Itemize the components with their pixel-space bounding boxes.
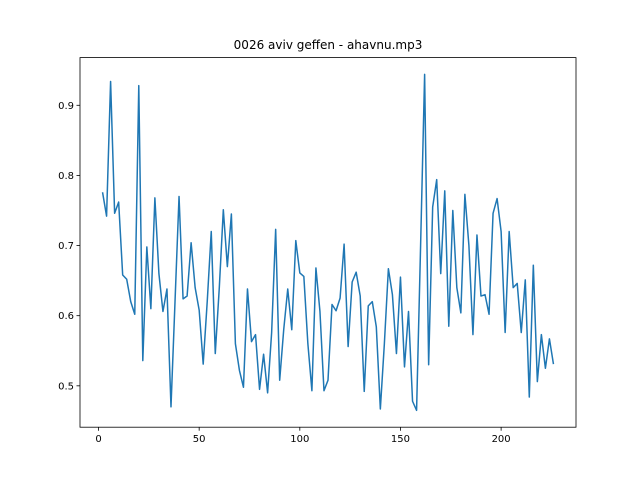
- y-tick-label: 0.8: [58, 171, 74, 182]
- data-line: [101, 73, 555, 412]
- y-tick-label: 0.7: [58, 241, 74, 252]
- x-tick-label: 200: [492, 434, 511, 445]
- y-tick-label: 0.9: [58, 101, 74, 112]
- x-tick-label: 100: [290, 434, 309, 445]
- chart-title: 0026 aviv geffen - ahavnu.mp3: [234, 38, 423, 52]
- x-tick-label: 150: [391, 434, 410, 445]
- axes-frame: [79, 57, 577, 428]
- x-tick-label: 50: [193, 434, 206, 445]
- y-tick-label: 0.5: [58, 381, 74, 392]
- y-tick-label: 0.6: [58, 311, 74, 322]
- x-tick-label: 0: [95, 434, 101, 445]
